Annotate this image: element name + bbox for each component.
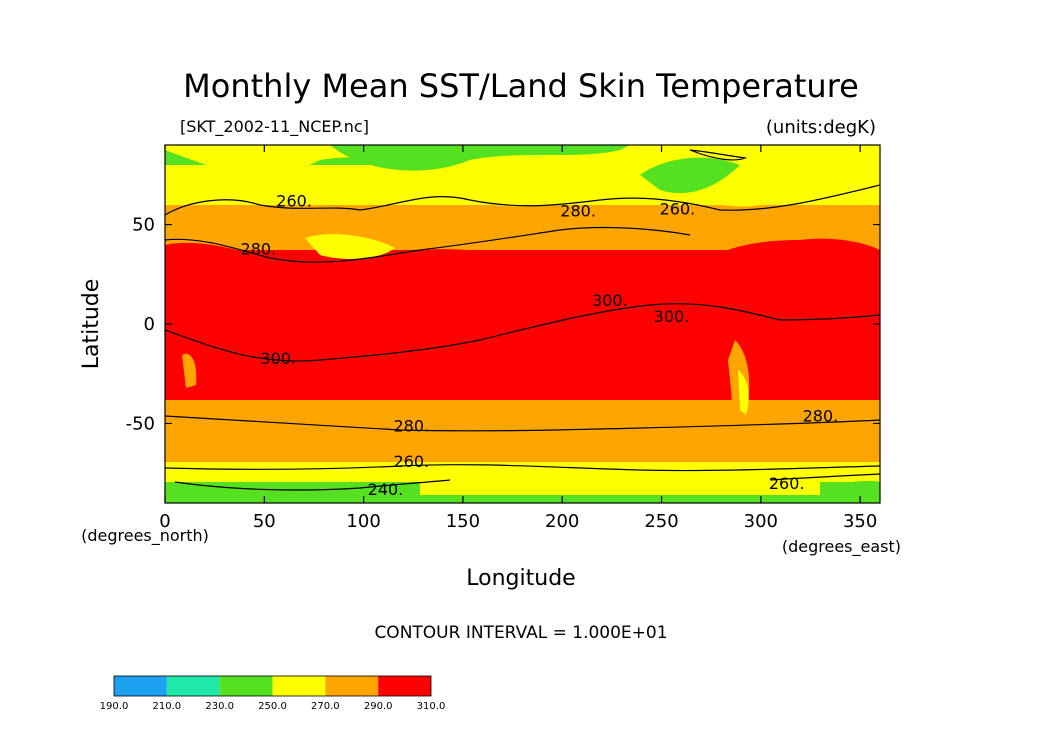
region-greenland: [640, 157, 740, 194]
x-tick-label: 250: [644, 511, 678, 532]
x-tick-label: 50: [253, 511, 276, 532]
colorbar-segment: [219, 676, 273, 696]
colorbar-tick-label: 210.0: [153, 701, 182, 712]
colorbar-segment: [166, 676, 220, 696]
contour-label: 300.: [654, 307, 690, 326]
region-patagonia: [738, 370, 749, 415]
colorbar-tick-label: 190.0: [100, 701, 129, 712]
units-label: (units:degK): [766, 117, 876, 138]
region-antarctic-ice-east: [835, 480, 880, 503]
contour-label: 260.: [660, 200, 696, 219]
colorbar-tick-label: 310.0: [417, 701, 446, 712]
y-tick-label: -50: [126, 413, 155, 434]
colorbar-segment: [272, 676, 326, 696]
x-tick-label: 200: [545, 511, 579, 532]
colorbar-segment: [114, 676, 167, 696]
x-axis-label: Longitude: [466, 566, 575, 591]
region-arctic-green: [330, 145, 630, 171]
x-ticks: 0 50 100 150 200 250 300 350: [159, 145, 877, 532]
contour-line: [165, 226, 691, 263]
chart-title: Monthly Mean SST/Land Skin Temperature: [183, 67, 859, 105]
colorbar-tick-label: 250.0: [258, 701, 287, 712]
contour-label: 260.: [276, 192, 312, 211]
colorbar-segment: [325, 676, 379, 696]
contour-label: 280.: [393, 416, 429, 435]
plot-area: 260. 280. 280. 260. 300. 300. 300. 280. 280. 260.…: [165, 145, 880, 503]
contour-label: 260.: [393, 452, 429, 471]
colorbar-tick-label: 290.0: [364, 701, 393, 712]
source-label: [SKT_2002-11_NCEP.nc]: [180, 117, 369, 137]
contour-label: 280.: [241, 239, 277, 258]
contour-line: [769, 473, 880, 481]
contour-line: [689, 149, 748, 161]
region-tibet: [305, 234, 395, 260]
contour-label: 260.: [769, 474, 805, 493]
x-tick-label: 0: [159, 511, 170, 532]
contour-labels: 260. 280. 280. 260. 300. 300. 300. 280. 280. 260.…: [241, 192, 839, 499]
contour-line: [165, 303, 880, 362]
colorbar: 190.0 210.0 230.0 250.0 270.0 290.0 310.0: [100, 675, 446, 712]
x-tick-label: 150: [446, 511, 480, 532]
y-axis-label: Latitude: [79, 279, 104, 370]
y-units-label: (degrees_north): [81, 526, 209, 546]
colorbar-tick-label: 230.0: [205, 701, 234, 712]
region-antarctic-yellow: [420, 471, 820, 495]
x-tick-label: 350: [843, 511, 877, 532]
y-tick-label: 50: [132, 215, 155, 236]
contour-lines: [165, 149, 880, 491]
region-asia-warm: [165, 242, 520, 280]
contour-label: 280.: [560, 202, 596, 221]
region-warm-pool-africa: [182, 353, 197, 388]
contour-label: 300.: [592, 291, 628, 310]
y-ticks: -50 0 50: [126, 215, 880, 434]
contour-interval-label: CONTOUR INTERVAL = 1.000E+01: [374, 623, 667, 643]
x-units-label: (degrees_east): [782, 537, 901, 557]
region-north-america-warm: [690, 238, 880, 300]
contour-line: [165, 464, 880, 472]
colorbar-segment: [378, 676, 431, 696]
contour-label: 280.: [803, 406, 839, 425]
contour-label: 240.: [368, 480, 404, 499]
y-tick-label: 0: [144, 314, 155, 335]
contour-line: [165, 184, 880, 216]
x-tick-label: 300: [744, 511, 778, 532]
band-south-mid: [165, 400, 880, 462]
x-tick-label: 100: [346, 511, 380, 532]
contour-line: [174, 479, 451, 491]
contour-line: [165, 415, 880, 432]
contour-label: 300.: [260, 349, 296, 368]
colorbar-frame: [113, 675, 432, 697]
colorbar-tick-label: 270.0: [311, 701, 340, 712]
